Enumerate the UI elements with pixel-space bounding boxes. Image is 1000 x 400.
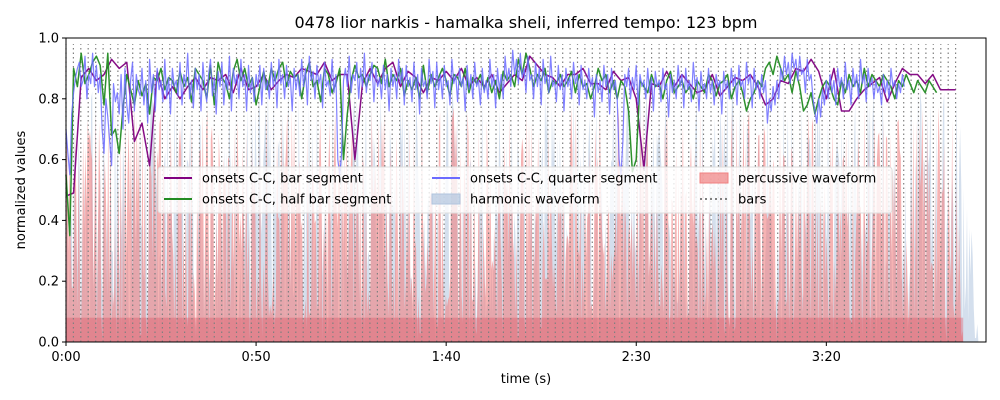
legend-entry-half: onsets C-C, half bar segment — [164, 193, 391, 208]
y-axis-label: normalized values — [14, 130, 29, 249]
legend-label: harmonic waveform — [470, 193, 600, 208]
series-line-quarter — [65, 49, 905, 176]
x-tick-label: 0:50 — [241, 350, 270, 365]
legend-label: onsets C-C, quarter segment — [470, 172, 657, 187]
axes-frame — [65, 37, 987, 343]
legend: onsets C-C, bar segment onsets C-C, half … — [157, 166, 893, 214]
legend-label: percussive waveform — [738, 172, 876, 187]
y-tick-label: 0.8 — [38, 92, 59, 107]
y-tick-label: 0.4 — [38, 214, 59, 229]
y-tick-label: 0.2 — [38, 275, 59, 290]
legend-swatch — [699, 172, 729, 184]
x-tick-label: 3:20 — [812, 350, 841, 365]
x-ticks: 0:00 0:50 1:40 2:30 3:20 — [51, 342, 841, 365]
legend-entry-harmonic: harmonic waveform — [431, 193, 600, 208]
legend-label: bars — [738, 193, 767, 208]
legend-entry-bars: bars — [700, 193, 767, 208]
percussive-waveform — [66, 105, 964, 342]
series-lines — [65, 49, 956, 237]
legend-entry-bar: onsets C-C, bar segment — [164, 172, 363, 187]
waveforms — [66, 84, 979, 342]
legend-entry-quarter: onsets C-C, quarter segment — [432, 172, 657, 187]
x-tick-label: 1:40 — [432, 350, 461, 365]
x-axis-label: time (s) — [501, 372, 551, 387]
y-ticks: 0.0 0.2 0.4 0.6 0.8 1.0 — [38, 32, 66, 351]
x-tick-label: 2:30 — [622, 350, 651, 365]
y-tick-label: 1.0 — [38, 32, 59, 47]
chart-title: 0478 lior narkis - hamalka sheli, inferr… — [294, 13, 757, 32]
y-tick-label: 0.0 — [38, 336, 59, 351]
waveform-base — [66, 317, 964, 342]
y-tick-label: 0.6 — [38, 153, 59, 168]
legend-entry-percussive: percussive waveform — [699, 172, 876, 187]
legend-swatch — [431, 193, 461, 205]
legend-label: onsets C-C, half bar segment — [202, 193, 391, 208]
x-tick-label: 0:00 — [51, 350, 80, 365]
legend-label: onsets C-C, bar segment — [202, 172, 363, 187]
